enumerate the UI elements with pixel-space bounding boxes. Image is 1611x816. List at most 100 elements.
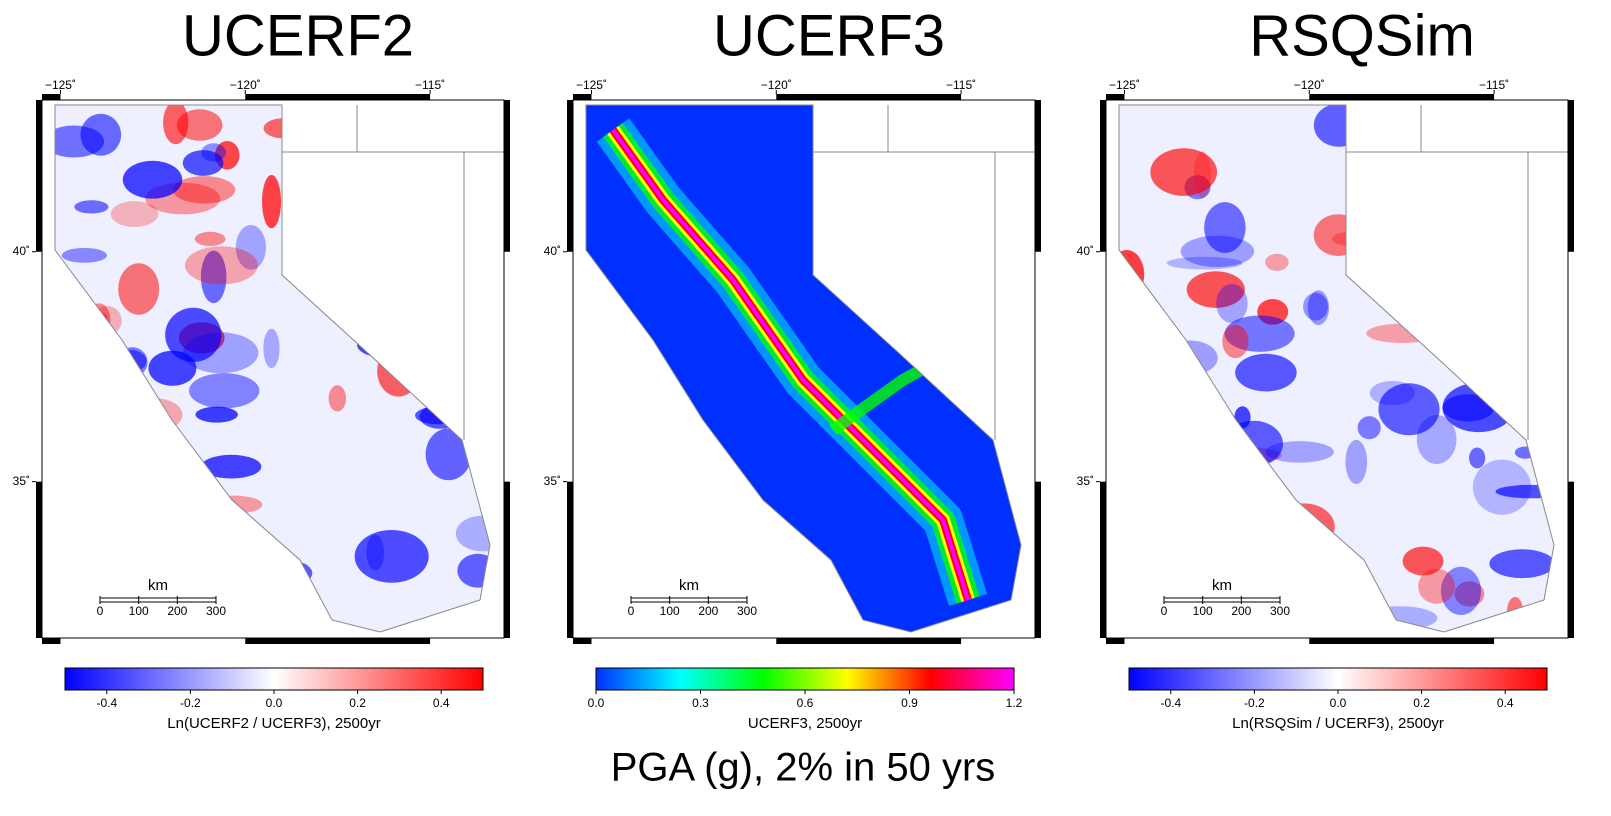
colorbar-label: Ln(RSQSim / UCERF3), 2500yr <box>1232 715 1444 732</box>
map-blob <box>1362 606 1437 630</box>
frame-bar <box>245 638 430 644</box>
map-blob <box>62 248 107 263</box>
map-blob <box>1314 104 1364 147</box>
map-blob <box>1303 293 1328 321</box>
map-blob <box>357 331 417 358</box>
colorbar-label: Ln(UCERF2 / UCERF3), 2500yr <box>167 715 380 732</box>
map-blob <box>185 246 258 284</box>
frame-bar <box>504 100 510 252</box>
map-blob <box>1405 233 1477 273</box>
map-blob <box>118 263 159 314</box>
map-blob <box>38 365 104 414</box>
map-blob <box>1194 151 1211 198</box>
map-blob <box>1223 507 1284 556</box>
map-blob <box>1356 273 1403 288</box>
map-blob <box>1441 279 1458 302</box>
map-blob <box>288 154 319 186</box>
lat-tick-label: 40˚ <box>1077 244 1094 258</box>
scale-tick-label: 0 <box>628 604 635 618</box>
frame-bar <box>1035 482 1041 638</box>
frame-bar <box>1100 482 1106 638</box>
colorbar <box>65 668 483 690</box>
map-blob <box>1433 202 1480 257</box>
lon-tick-label: −120˚ <box>1294 78 1325 92</box>
map-blob <box>1362 197 1436 219</box>
map-blob <box>1503 132 1557 181</box>
scale-tick-label: 200 <box>698 604 718 618</box>
frame-bar <box>567 100 573 252</box>
lon-tick-label: −115˚ <box>946 78 976 92</box>
frame-bar <box>1100 100 1106 252</box>
map-blob <box>1303 591 1372 622</box>
figure-caption: PGA (g), 2% in 50 yrs <box>611 746 996 790</box>
map-blob <box>418 373 493 413</box>
lon-tick-label: −125˚ <box>45 78 76 92</box>
map-blob <box>403 220 469 239</box>
map-blob <box>1358 416 1381 439</box>
panel-title: UCERF3 <box>713 3 945 68</box>
map-blob <box>1229 548 1285 591</box>
panel-title: RSQSim <box>1249 3 1475 68</box>
scale-tick-label: 100 <box>129 604 149 618</box>
map-blob <box>112 350 147 373</box>
lat-tick-label: 35˚ <box>1077 474 1094 488</box>
map-blob <box>1489 549 1554 578</box>
map-blob <box>1507 597 1523 627</box>
map-blob <box>426 218 495 251</box>
scale-tick-label: 0 <box>1161 604 1168 618</box>
scale-tick-label: 200 <box>167 604 187 618</box>
map-blob <box>1376 189 1439 232</box>
frame-bar <box>1568 482 1574 638</box>
map-blob <box>1216 284 1247 323</box>
map-blob <box>1495 199 1556 212</box>
scale-label: km <box>679 577 699 594</box>
map-blob <box>318 242 356 257</box>
map-blob <box>263 329 279 368</box>
colorbar-tick-label: -0.2 <box>1244 696 1265 710</box>
map-blob <box>189 373 259 408</box>
map-blob <box>173 176 235 203</box>
map-blob <box>433 285 506 332</box>
frame-bar <box>42 638 60 644</box>
lat-tick-label: 40˚ <box>13 244 30 258</box>
colorbar-tick-label: 0.0 <box>1330 696 1347 710</box>
frame-bar <box>42 94 60 100</box>
map-blob <box>1235 354 1297 392</box>
map-blob <box>177 511 201 530</box>
map-blob <box>123 161 182 199</box>
map-surface <box>25 100 508 638</box>
map-blob <box>1247 546 1297 571</box>
scale-tick-label: 300 <box>206 604 226 618</box>
colorbar-tick-label: 1.2 <box>1006 696 1023 710</box>
map-blob <box>1158 460 1185 475</box>
map-blob <box>1370 381 1415 405</box>
map-blob <box>411 150 457 180</box>
lon-tick-label: −120˚ <box>761 78 792 92</box>
map-blob <box>195 407 237 423</box>
map-blob <box>1204 202 1246 253</box>
map-blob <box>457 554 498 588</box>
map-blob <box>351 108 382 125</box>
map-surface <box>1097 100 1568 638</box>
colorbar-tick-label: -0.4 <box>96 696 117 710</box>
map-blob <box>1265 254 1288 271</box>
map-blob <box>177 109 223 140</box>
map-blob <box>415 407 459 425</box>
map-blob <box>183 150 224 176</box>
lat-tick-label: 35˚ <box>544 474 561 488</box>
frame-bar <box>776 94 961 100</box>
map-blob <box>345 250 415 288</box>
map-blob <box>1531 422 1562 445</box>
map-blob <box>306 265 342 301</box>
colorbar-tick-label: 0.9 <box>901 696 918 710</box>
frame-bar <box>1309 94 1494 100</box>
map-blob <box>264 118 303 138</box>
scale-tick-label: 100 <box>1193 604 1213 618</box>
frame-bar <box>567 482 573 638</box>
colorbar-tick-label: 0.3 <box>692 696 709 710</box>
colorbar-tick-label: 0.4 <box>1497 696 1514 710</box>
map-surface <box>573 100 1035 638</box>
colorbar <box>596 668 1014 690</box>
colorbar-tick-label: 0.2 <box>349 696 366 710</box>
